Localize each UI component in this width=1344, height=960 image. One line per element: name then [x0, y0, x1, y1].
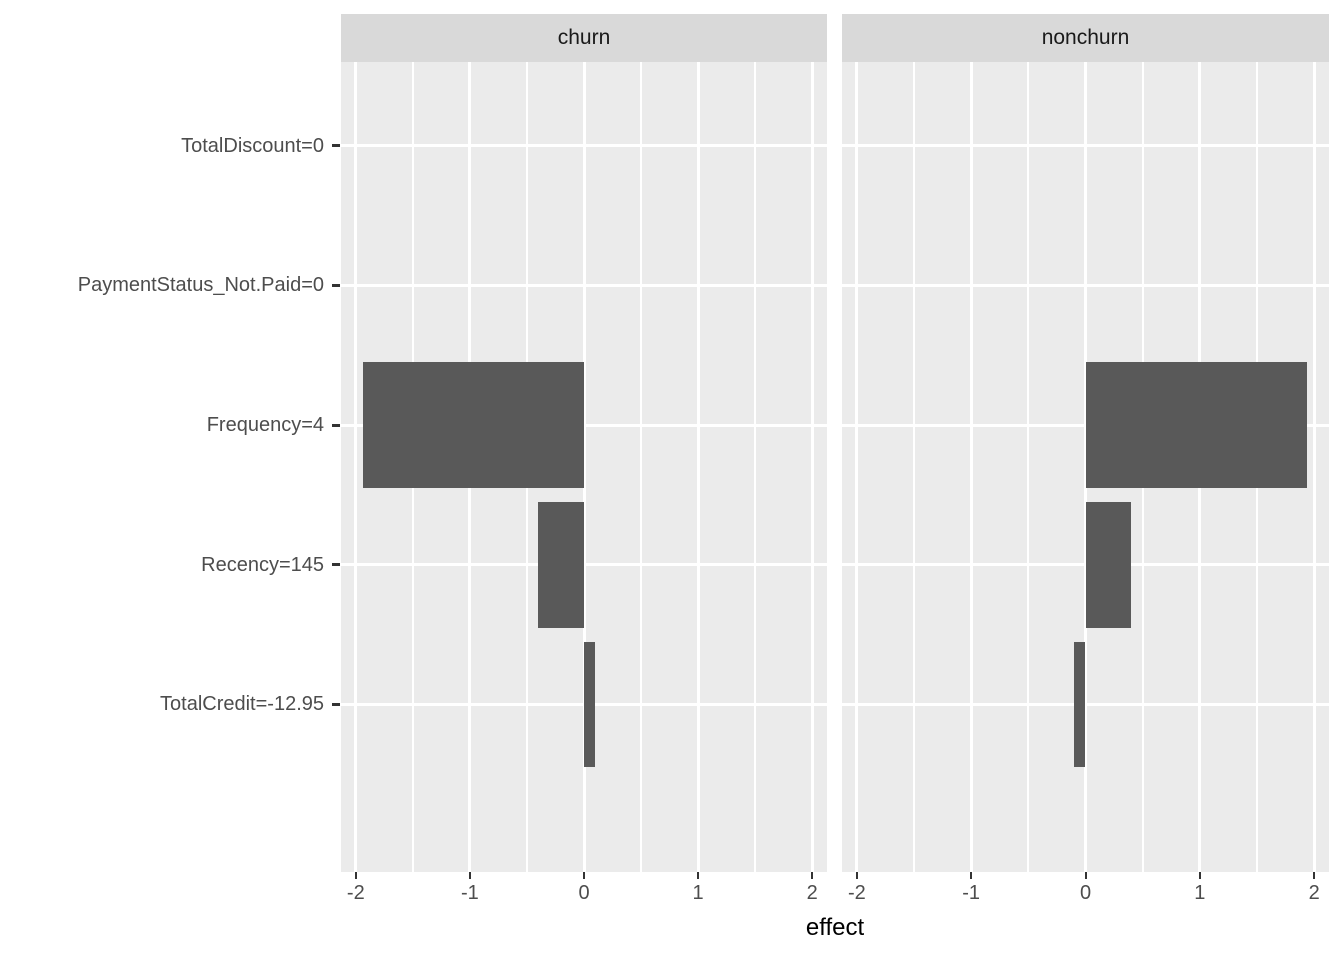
facet-strip-nonchurn: nonchurn — [842, 14, 1329, 62]
gridline-minor-v — [640, 62, 643, 872]
gridline-major-v — [969, 62, 973, 872]
y-axis-label: Frequency=4 — [206, 414, 324, 437]
gridline-major-v — [810, 62, 814, 872]
y-axis-label: TotalDiscount=0 — [181, 134, 324, 157]
x-tick-mark — [1313, 872, 1316, 879]
gridline-major-v — [582, 62, 586, 872]
gridline-major-h — [341, 144, 827, 148]
x-tick-label: 2 — [1308, 882, 1320, 904]
gridline-major-h — [842, 283, 1329, 287]
y-axis-label: Recency=145 — [201, 553, 324, 576]
y-axis-label: TotalCredit=-12.95 — [160, 693, 324, 716]
facet-strip-label: churn — [557, 26, 611, 49]
gridline-major-h — [341, 283, 827, 287]
y-tick-mark — [332, 144, 340, 148]
gridline-major-h — [842, 702, 1329, 706]
facet-strip-label: nonchurn — [1041, 26, 1130, 49]
x-tick-mark — [1198, 872, 1201, 879]
y-tick-mark — [332, 702, 340, 706]
x-tick-label: 2 — [806, 882, 818, 904]
gridline-major-h — [842, 144, 1329, 148]
gridline-minor-v — [1027, 62, 1030, 872]
gridline-major-h — [341, 563, 827, 567]
gridline-major-v — [855, 62, 859, 872]
y-tick-mark — [332, 423, 340, 427]
bar-nonchurn-TotalCredit=-12.95 — [1074, 641, 1086, 768]
gridline-minor-v — [754, 62, 757, 872]
x-tick-mark — [583, 872, 585, 879]
y-tick-mark — [332, 563, 340, 567]
bar-churn-TotalCredit=-12.95 — [584, 641, 596, 768]
x-tick-mark — [855, 872, 858, 879]
facet-panel-churn — [341, 62, 827, 872]
x-tick-label: 0 — [1079, 882, 1092, 904]
facet-panel-nonchurn — [842, 62, 1329, 872]
y-axis-label: PaymentStatus_Not.Paid=0 — [77, 274, 324, 297]
x-tick-mark — [697, 872, 700, 879]
x-tick-label: 1 — [692, 882, 704, 904]
x-tick-mark — [468, 872, 471, 879]
x-tick-label: -1 — [461, 882, 479, 904]
bar-churn-Recency=145 — [538, 501, 584, 628]
bar-nonchurn-Recency=145 — [1085, 501, 1132, 628]
x-tick-label: -1 — [962, 882, 981, 904]
x-tick-label: -2 — [346, 882, 365, 904]
x-tick-label: 0 — [578, 882, 590, 904]
x-axis-title: effect — [805, 914, 865, 941]
x-tick-label: 1 — [1194, 882, 1206, 904]
x-tick-mark — [970, 872, 973, 879]
x-tick-mark — [1084, 872, 1087, 879]
gridline-major-v — [354, 62, 358, 872]
x-tick-mark — [354, 872, 357, 879]
facet-strip-churn: churn — [341, 14, 827, 62]
gridline-major-h — [341, 423, 827, 427]
bar-nonchurn-Frequency=4 — [1085, 362, 1308, 488]
bar-churn-Frequency=4 — [362, 362, 584, 488]
x-tick-label: -2 — [847, 882, 866, 904]
gridline-major-v — [696, 62, 700, 872]
x-tick-mark — [811, 872, 814, 879]
y-tick-mark — [332, 283, 340, 287]
gridline-major-v — [1312, 62, 1316, 872]
gridline-minor-v — [913, 62, 916, 872]
